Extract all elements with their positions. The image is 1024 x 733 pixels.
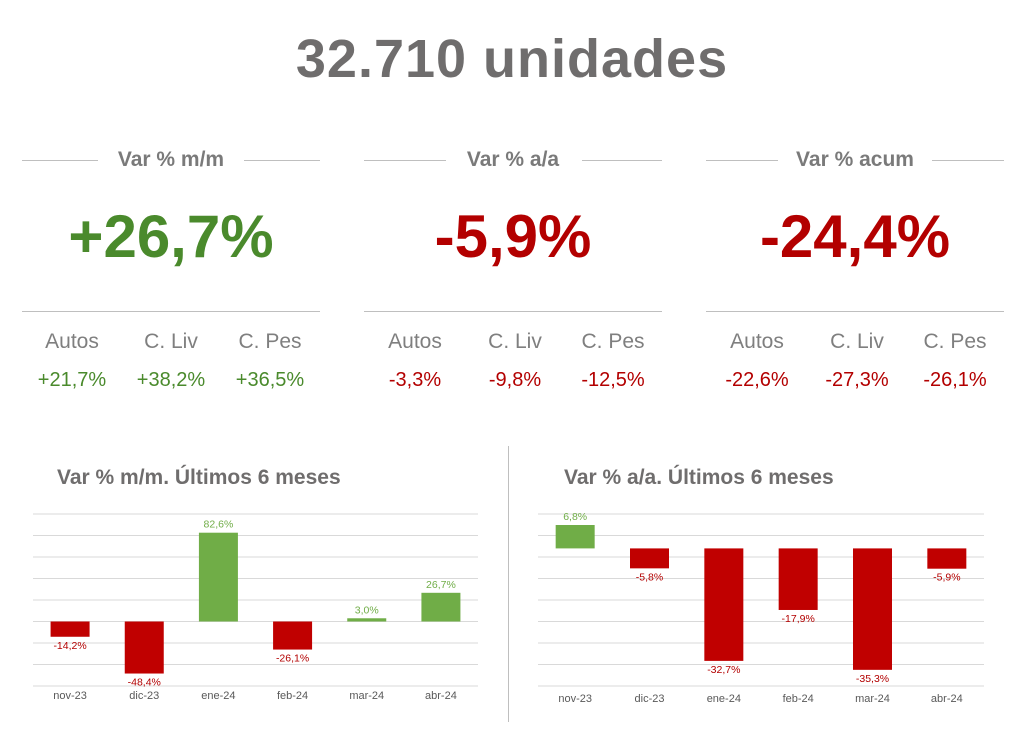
panel-title: Var % m/m — [117, 148, 225, 171]
data-label: -35,3% — [856, 673, 889, 685]
x-tick-label: mar-24 — [855, 693, 890, 705]
sub-label-autos: Autos — [388, 330, 442, 353]
panel-divider — [706, 311, 1004, 312]
title-rule-right — [244, 160, 320, 161]
x-tick-label: abr-24 — [425, 690, 457, 702]
title-rule-left — [22, 160, 98, 161]
chart-aa: 6,8% nov-23 -5,8% dic-23 -32,7% ene-24 -17,9% f… — [538, 511, 984, 705]
bar-ene-24 — [198, 532, 238, 622]
sub-label-autos: Autos — [730, 330, 784, 353]
main-value: -24,4% — [759, 203, 951, 270]
headline: 32.710 unidades — [295, 29, 729, 89]
chart-separator — [508, 446, 509, 722]
title-rule-left — [364, 160, 446, 161]
sub-label-cpes: C. Pes — [238, 330, 302, 353]
bar-nov-23 — [50, 621, 90, 637]
chart-title-mm: Var % m/m. Últimos 6 meses — [57, 466, 341, 489]
kpi-panel-acum: Var % acum -24,4% Autos C. Liv C. Pes -2… — [706, 140, 1004, 400]
sub-label-cpes: C. Pes — [581, 330, 645, 353]
sub-label-cliv: C. Liv — [830, 330, 884, 353]
sub-value-cpes: -12,5% — [581, 369, 645, 391]
panel-title-row: Var % acum — [706, 148, 1004, 172]
x-tick-label: feb-24 — [783, 693, 814, 705]
x-tick-label: feb-24 — [277, 690, 308, 702]
kpi-panel-aa: Var % a/a -5,9% Autos C. Liv C. Pes -3,3… — [364, 140, 662, 400]
data-label: -48,4% — [128, 677, 161, 689]
sub-value-autos: +21,7% — [37, 369, 107, 391]
main-value: -5,9% — [434, 203, 592, 270]
data-label: -14,2% — [53, 640, 86, 652]
bar-mar-24 — [347, 618, 387, 622]
x-tick-label: nov-23 — [53, 690, 87, 702]
sub-label-cpes: C. Pes — [923, 330, 987, 353]
main-value: +26,7% — [68, 203, 274, 270]
sub-value-cliv: -9,8% — [488, 369, 542, 391]
sub-value-cliv: +38,2% — [136, 369, 206, 391]
chart-title-aa: Var % a/a. Últimos 6 meses — [564, 466, 834, 489]
sub-label-cliv: C. Liv — [144, 330, 198, 353]
bar-ene-24 — [704, 548, 744, 661]
bar-abr-24 — [927, 548, 967, 569]
x-tick-label: dic-23 — [129, 690, 159, 702]
sub-value-autos: -22,6% — [725, 369, 789, 391]
panel-divider — [22, 311, 320, 312]
sub-value-cliv: -27,3% — [825, 369, 889, 391]
data-label: 26,7% — [426, 579, 456, 591]
x-tick-label: ene-24 — [707, 693, 741, 705]
title-rule-left — [706, 160, 778, 161]
x-tick-label: abr-24 — [931, 693, 963, 705]
sub-value-autos: -3,3% — [388, 369, 442, 391]
x-tick-label: ene-24 — [201, 690, 235, 702]
title-rule-right — [932, 160, 1004, 161]
sub-value-cpes: +36,5% — [235, 369, 305, 391]
data-label: -26,1% — [276, 653, 309, 665]
data-label: 3,0% — [355, 604, 379, 616]
data-label: -17,9% — [782, 613, 815, 625]
data-label: -5,9% — [933, 572, 960, 584]
bar-feb-24 — [273, 621, 313, 650]
title-rule-right — [582, 160, 662, 161]
data-label: 6,8% — [563, 511, 587, 523]
kpi-panel-mm: Var % m/m +26,7% Autos C. Liv C. Pes +21… — [22, 140, 320, 400]
bar-dic-23 — [630, 548, 669, 569]
x-tick-label: mar-24 — [349, 690, 384, 702]
sub-value-cpes: -26,1% — [923, 369, 987, 391]
data-label: -32,7% — [707, 664, 740, 676]
bar-nov-23 — [555, 525, 595, 549]
data-label: -5,8% — [636, 571, 663, 583]
panel-title-row: Var % m/m — [22, 148, 320, 172]
sub-label-autos: Autos — [45, 330, 99, 353]
bar-abr-24 — [421, 592, 461, 622]
x-tick-label: nov-23 — [558, 693, 592, 705]
panel-title: Var % acum — [796, 148, 914, 171]
panel-title-row: Var % a/a — [364, 148, 662, 172]
chart-mm: -14,2% nov-23 -48,4%dic-23 82,6% ene-24 -26,1… — [33, 513, 478, 702]
x-tick-label: dic-23 — [635, 693, 665, 705]
panel-divider — [364, 311, 662, 312]
sub-label-cliv: C. Liv — [488, 330, 542, 353]
bar-feb-24 — [778, 548, 818, 610]
bar-dic-23 — [124, 621, 164, 674]
data-label: 82,6% — [204, 519, 234, 531]
panel-title: Var % a/a — [466, 148, 560, 171]
bar-mar-24 — [853, 548, 892, 670]
